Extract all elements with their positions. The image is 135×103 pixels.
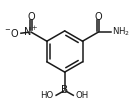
Text: B: B bbox=[61, 85, 68, 95]
Text: N$^+$: N$^+$ bbox=[23, 25, 39, 38]
Text: OH: OH bbox=[76, 91, 89, 101]
Text: O: O bbox=[27, 12, 35, 22]
Text: O: O bbox=[94, 12, 102, 22]
Text: NH$_2$: NH$_2$ bbox=[112, 26, 130, 38]
Text: HO: HO bbox=[41, 91, 54, 101]
Text: $^{-}$O: $^{-}$O bbox=[4, 27, 19, 39]
